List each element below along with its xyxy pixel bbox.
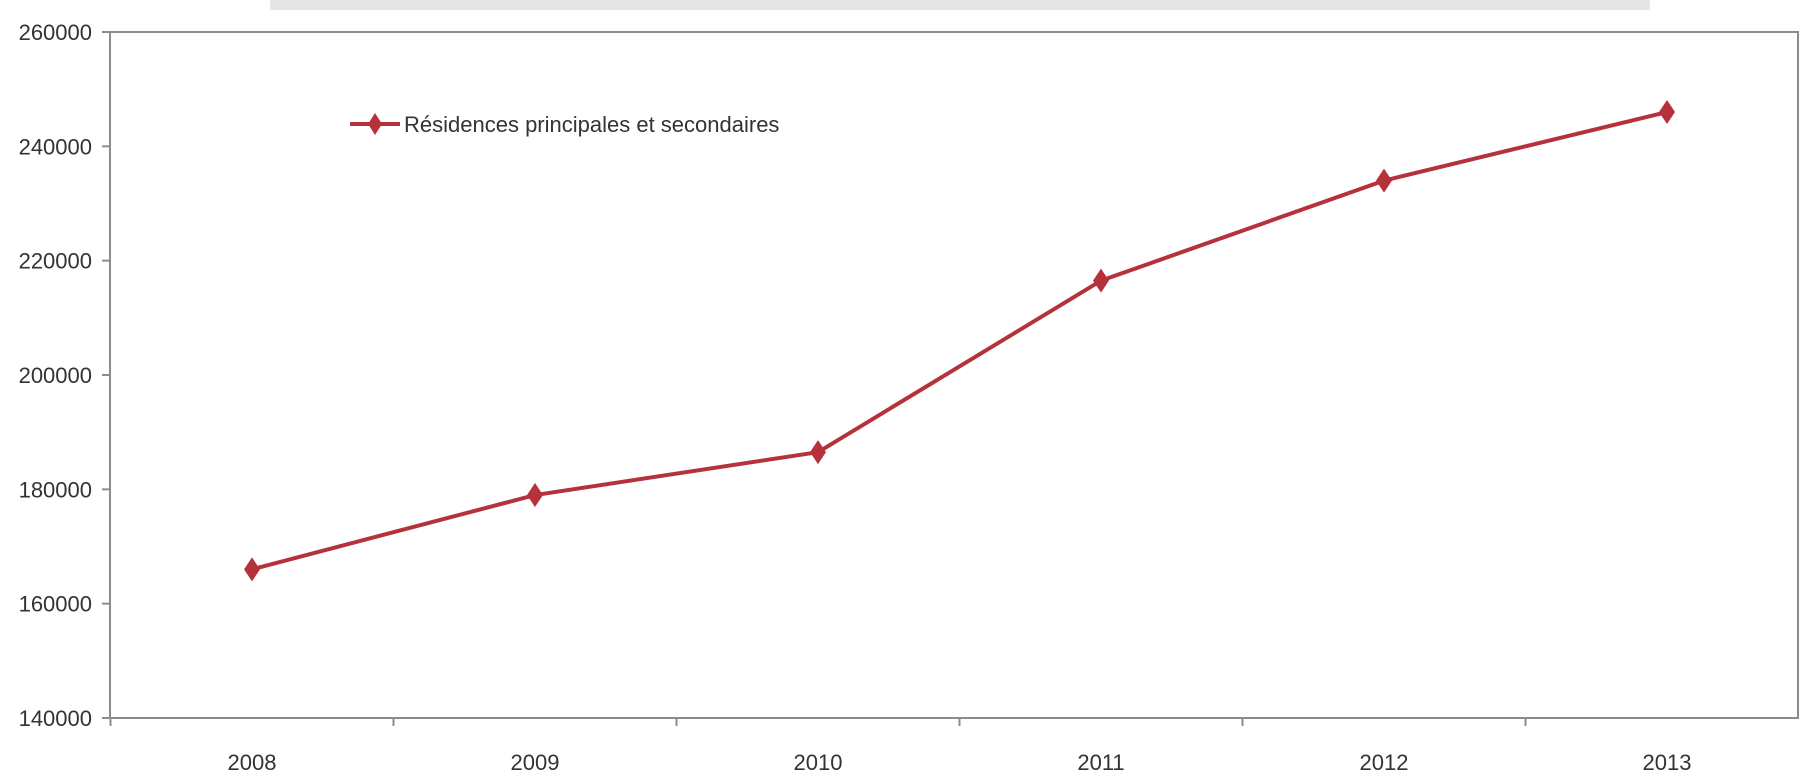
x-tick-label: 2008 xyxy=(228,750,277,775)
series-layer xyxy=(244,100,1675,582)
y-tick-label: 200000 xyxy=(19,363,92,388)
x-axis-ticks: 2008 2009 2010 2011 2012 2013 xyxy=(109,718,1692,775)
legend-label: Résidences principales et secondaires xyxy=(404,112,779,137)
data-point-marker xyxy=(1659,100,1675,125)
y-tick-label: 240000 xyxy=(19,134,92,159)
x-tick-label: 2010 xyxy=(794,750,843,775)
data-point-marker xyxy=(527,483,543,508)
chart-title-cropped xyxy=(270,0,1650,10)
plot-area-frame xyxy=(109,31,1799,719)
y-tick-label: 140000 xyxy=(19,706,92,731)
legend-diamond-marker xyxy=(368,113,382,135)
y-tick-label: 160000 xyxy=(19,592,92,617)
y-tick-label: 220000 xyxy=(19,249,92,274)
data-point-marker xyxy=(1093,268,1109,293)
x-tick-label: 2013 xyxy=(1643,750,1692,775)
y-tick-label: 180000 xyxy=(19,477,92,502)
legend: Résidences principales et secondaires xyxy=(350,112,779,137)
data-point-marker xyxy=(244,557,260,582)
x-tick-label: 2011 xyxy=(1077,750,1124,775)
x-tick-label: 2012 xyxy=(1360,750,1409,775)
data-point-marker xyxy=(810,440,826,465)
y-axis-ticks: 140000 160000 180000 200000 220000 240000 2600… xyxy=(19,20,110,731)
data-point-marker xyxy=(1376,168,1392,193)
series-line xyxy=(251,110,1668,572)
y-tick-label: 260000 xyxy=(19,20,92,45)
x-tick-label: 2009 xyxy=(511,750,560,775)
